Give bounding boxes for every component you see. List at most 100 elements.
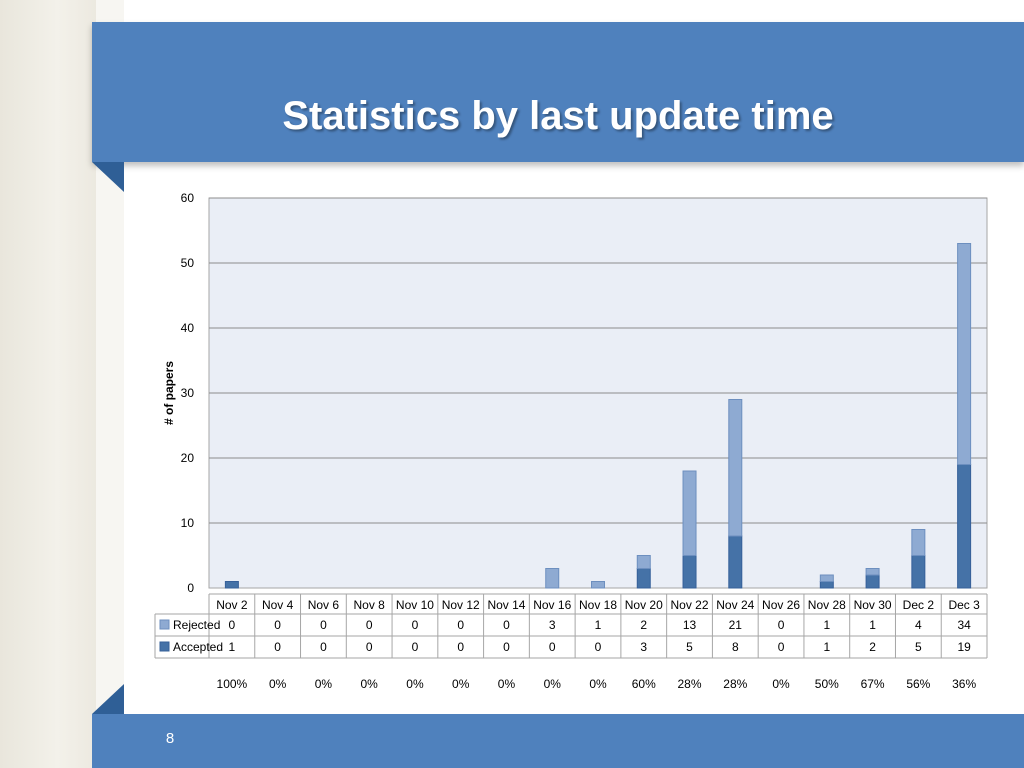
table-cell-rejected: 1 (823, 618, 830, 632)
table-cell-accepted: 0 (412, 640, 419, 654)
table-cell-rejected: 0 (503, 618, 510, 632)
table-cell-rejected: 3 (549, 618, 556, 632)
table-cell-rejected: 2 (640, 618, 647, 632)
table-cell-rejected: 0 (412, 618, 419, 632)
table-cell-accepted: 0 (549, 640, 556, 654)
x-tick-label: Nov 26 (762, 598, 800, 612)
table-cell-rejected: 0 (778, 618, 785, 632)
table-cell-accepted: 0 (366, 640, 373, 654)
acceptance-rate-label: 0% (406, 677, 424, 691)
y-tick-label: 0 (187, 581, 194, 595)
bar-rejected (545, 568, 560, 589)
acceptance-rate-label: 0% (452, 677, 470, 691)
x-tick-label: Nov 22 (671, 598, 709, 612)
x-tick-label: Nov 10 (396, 598, 434, 612)
table-cell-rejected: 0 (320, 618, 327, 632)
acceptance-rate-label: 28% (677, 677, 702, 691)
table-cell-rejected: 1 (869, 618, 876, 632)
table-cell-rejected: 1 (595, 618, 602, 632)
acceptance-rate-label: 0% (360, 677, 378, 691)
acceptance-rate-label: 56% (906, 677, 931, 691)
y-tick-label: 60 (181, 191, 195, 205)
bar-accepted (911, 555, 926, 589)
table-cell-rejected: 0 (229, 618, 236, 632)
bar-accepted (682, 555, 697, 589)
bar-accepted (819, 581, 834, 589)
acceptance-rate-label: 36% (952, 677, 977, 691)
x-tick-label: Nov 12 (442, 598, 480, 612)
bar-rejected (728, 399, 743, 537)
table-cell-accepted: 0 (274, 640, 281, 654)
table-cell-rejected: 34 (957, 618, 971, 632)
y-tick-label: 20 (181, 451, 195, 465)
x-tick-label: Dec 3 (948, 598, 980, 612)
x-tick-label: Dec 2 (903, 598, 935, 612)
table-cell-accepted: 5 (915, 640, 922, 654)
footer-fold-corner (92, 684, 124, 714)
table-cell-accepted: 2 (869, 640, 876, 654)
x-tick-label: Nov 28 (808, 598, 846, 612)
y-tick-label: 40 (181, 321, 195, 335)
acceptance-rate-label: 0% (268, 677, 287, 691)
footer-bar (92, 714, 1024, 768)
acceptance-rate-label: 0% (589, 677, 607, 691)
acceptance-rate-label: 67% (860, 677, 885, 691)
bar-rejected (865, 568, 880, 576)
bar-rejected (636, 555, 651, 569)
table-cell-accepted: 0 (503, 640, 510, 654)
table-cell-rejected: 13 (683, 618, 697, 632)
x-tick-label: Nov 24 (716, 598, 754, 612)
table-cell-accepted: 1 (229, 640, 236, 654)
y-tick-label: 30 (181, 386, 195, 400)
acceptance-rate-label: 0% (497, 677, 516, 691)
x-tick-label: Nov 4 (262, 598, 294, 612)
bar-accepted (224, 581, 239, 589)
bar-rejected (682, 470, 697, 556)
table-cell-accepted: 19 (957, 640, 971, 654)
table-cell-rejected: 0 (457, 618, 464, 632)
bar-rejected (591, 581, 605, 589)
table-cell-accepted: 1 (823, 640, 830, 654)
bar-accepted (957, 464, 972, 589)
page-number: 8 (165, 730, 175, 747)
x-tick-label: Nov 2 (216, 598, 248, 612)
table-cell-accepted: 3 (640, 640, 647, 654)
acceptance-rate-label: 0% (314, 677, 333, 691)
x-tick-label: Nov 30 (854, 598, 892, 612)
table-cell-rejected: 4 (915, 618, 922, 632)
x-tick-label: Nov 6 (308, 598, 340, 612)
bar-rejected (957, 243, 972, 465)
x-tick-label: Nov 14 (487, 598, 525, 612)
acceptance-rate-label: 50% (814, 677, 839, 691)
acceptance-rate-label: 0% (543, 677, 561, 691)
table-cell-accepted: 0 (457, 640, 464, 654)
y-tick-label: 10 (181, 516, 195, 530)
acceptance-rate-label: 0% (772, 677, 790, 691)
title-bar: Statistics by last update time (92, 22, 1024, 162)
x-tick-label: Nov 16 (533, 598, 571, 612)
left-decorative-strip (0, 0, 96, 768)
bar-rejected (819, 574, 834, 582)
x-tick-label: Nov 8 (353, 598, 385, 612)
table-cell-accepted: 0 (320, 640, 327, 654)
table-cell-accepted: 0 (778, 640, 785, 654)
y-axis-label: # of papers (162, 361, 176, 425)
acceptance-rate-label: 60% (631, 677, 656, 691)
title-fold-corner (92, 162, 124, 192)
acceptance-rate-label: 100% (216, 677, 248, 691)
legend-label-rejected: Rejected (173, 618, 220, 632)
table-cell-accepted: 5 (686, 640, 693, 654)
table-cell-accepted: 0 (595, 640, 602, 654)
table-cell-rejected: 21 (729, 618, 743, 632)
bar-accepted (865, 574, 880, 589)
x-tick-label: Nov 20 (625, 598, 663, 612)
slide-title: Statistics by last update time (282, 94, 834, 138)
legend-swatch-accepted (159, 641, 170, 652)
legend-label-accepted: Accepted (173, 640, 223, 654)
table-cell-accepted: 8 (732, 640, 739, 654)
table-cell-rejected: 0 (366, 618, 373, 632)
table-cell-rejected: 0 (274, 618, 281, 632)
legend-swatch-rejected (159, 619, 170, 630)
x-tick-label: Nov 18 (579, 598, 617, 612)
